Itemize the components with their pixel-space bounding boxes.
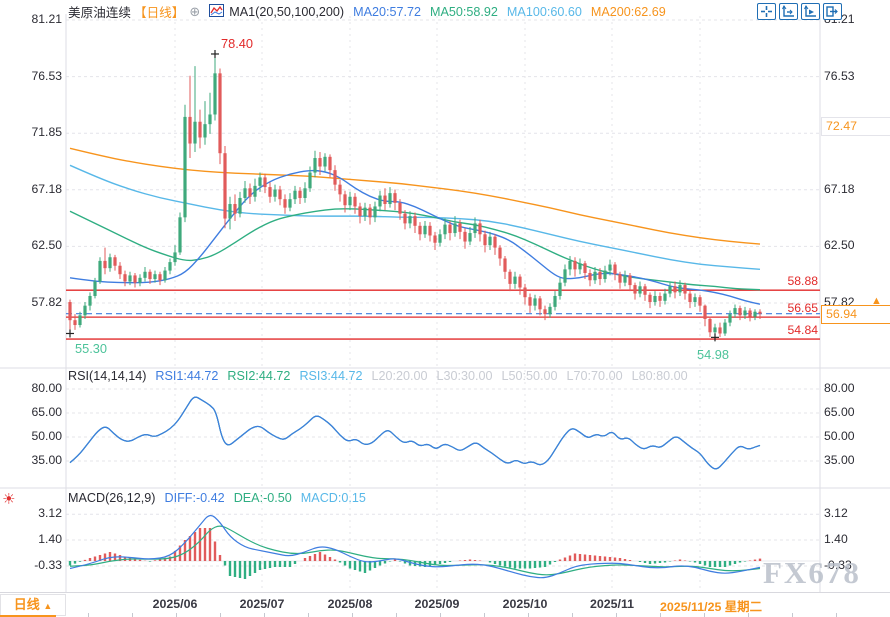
- ma-line-ma20: [69, 169, 761, 305]
- ma20-value: MA20:57.72: [353, 4, 421, 19]
- chart-thumbnail-icon[interactable]: [209, 3, 225, 20]
- x-axis-label: 2025/07: [239, 597, 285, 611]
- axis-minor-tick: [792, 613, 793, 617]
- hot-indicator-icon[interactable]: ☀: [2, 491, 16, 508]
- rsi-title: RSI(14,14,14): [68, 369, 147, 383]
- period-tab-arrow-icon: ▲: [43, 601, 53, 611]
- period-selector-tab[interactable]: 日线 ▲: [0, 594, 66, 616]
- panel-borders: [0, 14, 890, 592]
- axis-minor-tick: [88, 613, 89, 617]
- rsi-l70-label: L70:70.00: [566, 369, 623, 383]
- axis-minor-tick: [836, 613, 837, 617]
- rsi-l50-label: L50:50.00: [501, 369, 558, 383]
- axis-minor-tick: [704, 613, 705, 617]
- ma-settings-label: MA1(20,50,100,200): [229, 4, 345, 19]
- ma-line-ma200: [69, 147, 761, 245]
- x-axis-label: 2025/08: [327, 597, 373, 611]
- symbol-name: 美原油连续: [68, 6, 131, 20]
- axis-minor-tick: [352, 613, 353, 617]
- period-tab-label: 日线: [13, 597, 40, 612]
- zoom-axis-in-icon[interactable]: [801, 3, 820, 20]
- axis-minor-tick: [616, 613, 617, 617]
- diff-line: [69, 515, 761, 579]
- axis-minor-tick: [528, 613, 529, 617]
- rsi-l80-label: L80:80.00: [631, 369, 688, 383]
- axis-minor-tick: [748, 613, 749, 617]
- extreme-markers: [66, 49, 719, 342]
- axis-minor-tick: [264, 613, 265, 617]
- x-axis-label: 2025/10: [502, 597, 548, 611]
- fx678-watermark: FX678: [763, 555, 861, 590]
- jump-latest-icon[interactable]: [823, 3, 842, 20]
- rsi-l30-label: L30:30.00: [436, 369, 493, 383]
- ma50-value: MA50:58.92: [430, 4, 498, 19]
- x-axis-label: 2025/09: [414, 597, 460, 611]
- rsi-lines: [69, 396, 761, 470]
- axis-minor-tick: [132, 613, 133, 617]
- diff-value: DIFF:-0.42: [164, 491, 225, 505]
- axis-minor-tick: [660, 613, 661, 617]
- rsi2-value: RSI2:44.72: [227, 369, 291, 383]
- rsi-l20-label: L20:20.00: [371, 369, 428, 383]
- x-axis-label: 2025/06: [152, 597, 198, 611]
- rsi1-value: RSI1:44.72: [155, 369, 219, 383]
- zoom-axis-out-icon[interactable]: [779, 3, 798, 20]
- axis-minor-tick: [176, 613, 177, 617]
- candlestick-series: [68, 53, 762, 338]
- pan-crosshair-icon[interactable]: [757, 3, 776, 20]
- period-tab-underline: [0, 615, 56, 617]
- ma-lines: [69, 169, 761, 305]
- ma100-value: MA100:60.60: [506, 4, 582, 19]
- macd-panel: [66, 515, 820, 579]
- axis-minor-tick: [572, 613, 573, 617]
- x-axis-label: 2025/11: [589, 597, 635, 611]
- price-level-lines: [66, 289, 820, 340]
- axis-minor-tick: [484, 613, 485, 617]
- macd-title: MACD(26,12,9): [68, 491, 156, 505]
- period-tag: 【日线】: [133, 6, 185, 20]
- x-axis-label: 2025/11/25 星期二: [660, 600, 762, 614]
- rsi-header: RSI(14,14,14) RSI1:44.72 RSI2:44.72 RSI3…: [68, 369, 688, 383]
- rsi3-value: RSI3:44.72: [299, 369, 363, 383]
- chart-toolbar: [757, 3, 842, 20]
- axis-minor-tick: [220, 613, 221, 617]
- macd-header: MACD(26,12,9) DIFF:-0.42 DEA:-0.50 MACD:…: [68, 491, 366, 505]
- macd-value: MACD:0.15: [300, 491, 366, 505]
- main-chart-header: 美原油连续 【日线】 ⊕ MA1(20,50,100,200) MA20:57.…: [68, 2, 666, 21]
- time-axis-bar: 日线 ▲ 2025/06 2025/07 2025/08 2025/09 2025/10…: [0, 592, 890, 617]
- add-indicator-icon[interactable]: ⊕: [189, 3, 201, 19]
- ma200-value: MA200:62.69: [590, 4, 666, 19]
- axis-minor-tick: [308, 613, 309, 617]
- axis-minor-tick: [440, 613, 441, 617]
- dea-value: DEA:-0.50: [233, 491, 292, 505]
- ma-lines: [69, 147, 761, 245]
- axis-minor-tick: [396, 613, 397, 617]
